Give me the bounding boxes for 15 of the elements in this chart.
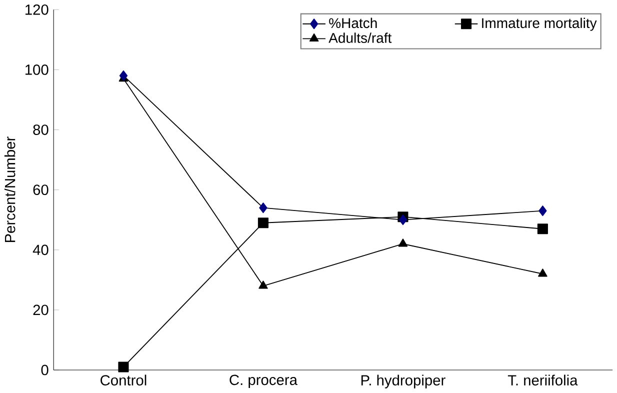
- y-tick-label: 80: [33, 124, 48, 136]
- y-axis-title: Percent/Number: [4, 136, 16, 242]
- legend-label: %Hatch: [329, 18, 377, 28]
- y-tick-label: 20: [33, 304, 48, 316]
- x-tick-label: P. hydropiper: [361, 374, 446, 388]
- y-tick-label: 120: [26, 4, 48, 15]
- y-tick-label: 100: [26, 64, 48, 75]
- y-tick-label: 0: [41, 364, 48, 376]
- x-tick-label: T. neriifolia: [508, 374, 578, 386]
- y-tick-label: 60: [33, 184, 48, 196]
- x-tick-label: Control: [100, 374, 146, 386]
- y-tick-label: 40: [32, 244, 48, 256]
- x-tick-label: C. procera: [230, 374, 298, 388]
- legend-label: Adults/raft: [328, 32, 392, 43]
- legend-label: Immature mortality: [482, 18, 597, 31]
